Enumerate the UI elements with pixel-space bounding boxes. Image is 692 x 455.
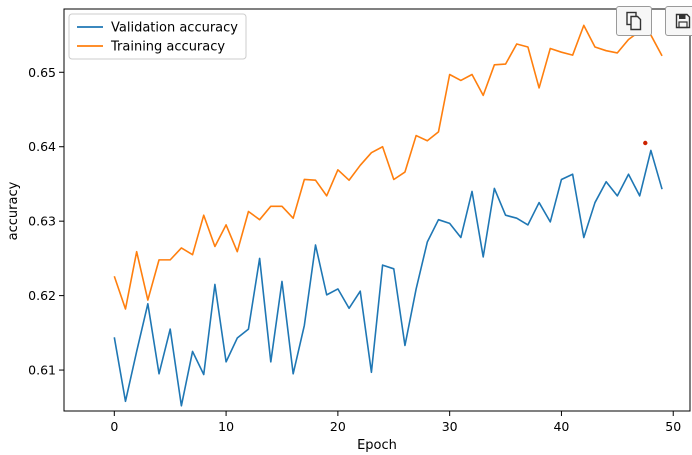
- annotation-layer: [643, 140, 648, 146]
- x-tick-label: 10: [218, 419, 234, 434]
- y-axis-label: accuracy: [6, 181, 21, 240]
- legend: Validation accuracy Training accuracy: [68, 13, 247, 60]
- series-line-training: [113, 24, 663, 310]
- series-layer: [113, 24, 663, 407]
- y-tick-label: 0.62: [28, 288, 56, 303]
- series-line-validation: [113, 149, 663, 407]
- x-tick-label: 20: [330, 419, 346, 434]
- legend-entry: Training accuracy: [110, 40, 225, 55]
- plot-area: [63, 8, 691, 412]
- x-tick-label: 50: [665, 419, 681, 434]
- x-tick-label: 30: [442, 419, 458, 434]
- legend-entry: Validation accuracy: [111, 21, 238, 36]
- y-tick-label: 0.64: [28, 139, 56, 154]
- x-axis-label: Epoch: [357, 438, 397, 453]
- y-tick-label: 0.63: [28, 214, 56, 229]
- red-marker-dot: [643, 140, 648, 146]
- legend-box: [68, 13, 247, 60]
- save-icon: [675, 13, 691, 29]
- x-tick-label: 40: [553, 419, 569, 434]
- y-tick-label: 0.65: [28, 65, 56, 80]
- copy-icon: [626, 11, 642, 31]
- copy-button[interactable]: [616, 6, 652, 36]
- x-tick-label: 0: [110, 419, 118, 434]
- save-button[interactable]: [665, 6, 692, 36]
- x-axis-ticks: 0 10 20 30 40 50: [110, 411, 681, 434]
- y-tick-label: 0.61: [28, 363, 56, 378]
- y-axis-ticks: 0.61 0.62 0.63 0.64 0.65: [28, 65, 64, 378]
- plot-frame: [63, 8, 691, 412]
